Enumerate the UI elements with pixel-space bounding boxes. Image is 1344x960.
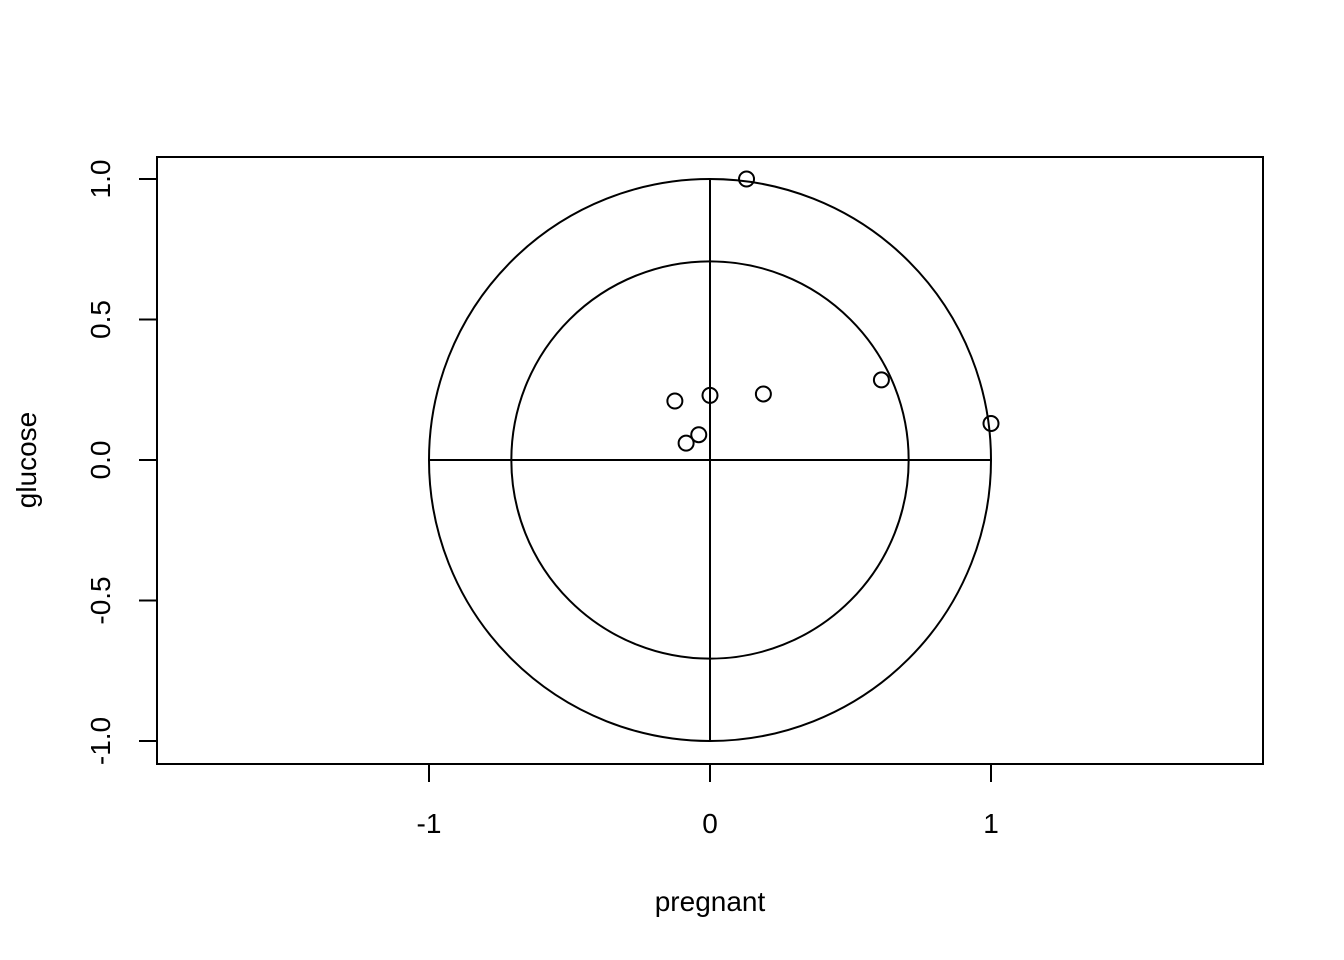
y-tick-label-4: 1.0 bbox=[85, 160, 116, 199]
x-tick-label-2: 1 bbox=[983, 808, 999, 839]
x-axis: -1 0 1 bbox=[417, 763, 999, 839]
data-point-4 bbox=[754, 385, 772, 403]
reference-layer bbox=[428, 178, 992, 742]
data-point-7 bbox=[690, 426, 708, 444]
y-tick-label-3: 0.5 bbox=[85, 300, 116, 339]
points-layer bbox=[666, 170, 1000, 452]
y-axis: -1.0 -0.5 0.0 0.5 1.0 bbox=[85, 160, 158, 765]
y-axis-label: glucose bbox=[11, 412, 42, 509]
y-tick-label-0: -1.0 bbox=[85, 717, 116, 765]
data-point-3 bbox=[872, 371, 890, 389]
data-point-5 bbox=[701, 386, 719, 404]
y-tick-label-1: -0.5 bbox=[85, 576, 116, 624]
data-point-8 bbox=[677, 434, 695, 452]
data-point-2 bbox=[982, 414, 1000, 432]
y-tick-label-2: 0.0 bbox=[85, 441, 116, 480]
data-point-1 bbox=[738, 170, 756, 188]
x-tick-label-1: 0 bbox=[702, 808, 718, 839]
x-tick-label-0: -1 bbox=[417, 808, 442, 839]
data-point-6 bbox=[666, 392, 684, 410]
x-axis-label: pregnant bbox=[655, 886, 766, 917]
